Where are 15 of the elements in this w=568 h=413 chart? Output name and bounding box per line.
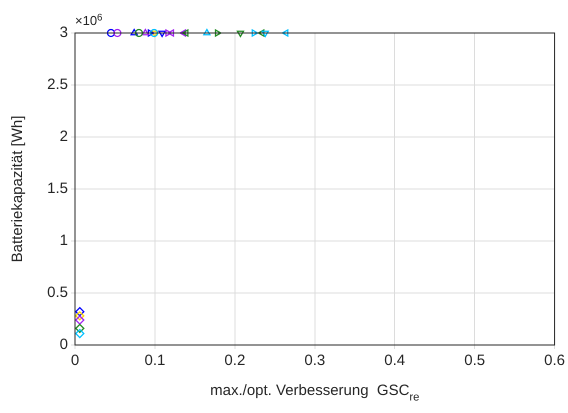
y-tick-label: 1: [60, 232, 68, 250]
y-tick-label: 0: [60, 336, 68, 354]
x-tick-label: 0.4: [384, 352, 406, 370]
x-tick-label: 0.1: [144, 352, 166, 370]
x-tick-label: 0.2: [224, 352, 246, 370]
x-tick-label: 0.6: [544, 352, 566, 370]
y-tick-label: 2: [60, 128, 68, 146]
y-tick-label: 0.5: [47, 284, 68, 302]
x-tick-label: 0: [70, 352, 80, 370]
x-tick-label: 0.3: [304, 352, 326, 370]
x-tick-label: 0.5: [464, 352, 486, 370]
y-tick-label: 3: [60, 24, 68, 42]
y-axis-title: Batteriekapazität [Wh]: [9, 116, 26, 262]
y-tick-label: 1.5: [47, 180, 68, 198]
y-tick-label: 2.5: [47, 76, 68, 94]
